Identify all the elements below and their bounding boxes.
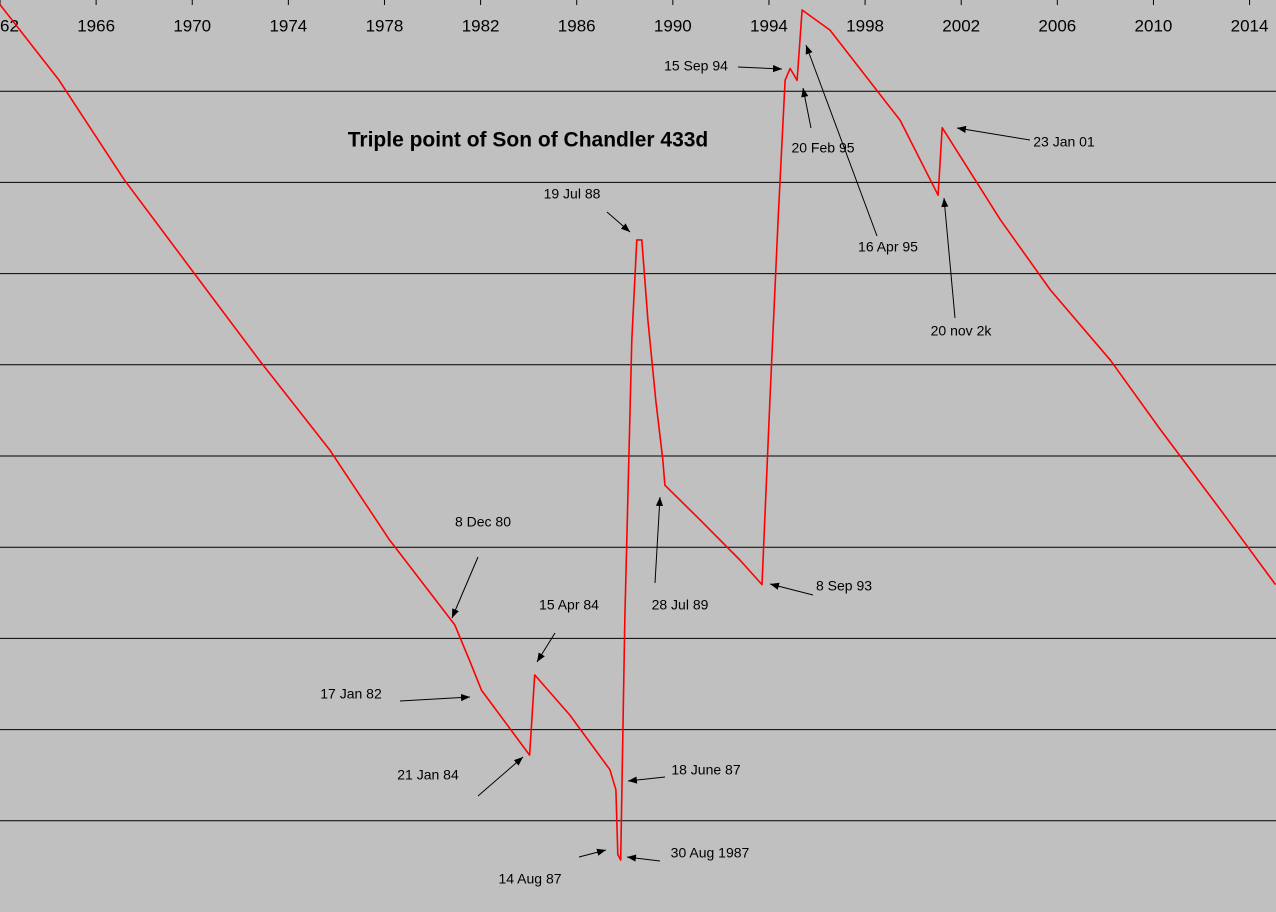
annotation: 8 Dec 80 bbox=[455, 514, 511, 530]
annotation-arrow bbox=[578, 848, 607, 858]
x-tick-label: 1994 bbox=[750, 16, 788, 35]
annotation: 16 Apr 95 bbox=[858, 239, 918, 255]
annotation: 14 Aug 87 bbox=[498, 871, 561, 887]
data-line bbox=[0, 4, 1276, 861]
x-tick-label: 1970 bbox=[173, 16, 211, 35]
chart-title: Triple point of Son of Chandler 433d bbox=[348, 129, 709, 152]
annotation-arrow bbox=[654, 496, 664, 584]
annotation: 15 Apr 84 bbox=[539, 597, 599, 613]
annotation-arrow bbox=[956, 125, 1031, 141]
x-tick-label: 1966 bbox=[77, 16, 115, 35]
annotation: 20 nov 2k bbox=[931, 323, 993, 339]
annotation: 20 Feb 95 bbox=[791, 140, 854, 156]
annotation: 18 June 87 bbox=[671, 762, 740, 778]
x-tick-label: 1998 bbox=[846, 16, 884, 35]
x-tick-label: 1978 bbox=[366, 16, 404, 35]
x-tick-label: 1990 bbox=[654, 16, 692, 35]
annotation-arrow bbox=[737, 64, 783, 73]
annotation-arrow bbox=[769, 582, 814, 596]
annotation: 19 Jul 88 bbox=[544, 186, 601, 202]
x-tick-label: 1974 bbox=[269, 16, 307, 35]
annotation-arrow bbox=[805, 44, 878, 237]
x-tick-label: 62 bbox=[0, 16, 19, 35]
annotation-arrow bbox=[451, 556, 479, 619]
annotation-arrow bbox=[941, 197, 956, 319]
annotation: 15 Sep 94 bbox=[664, 58, 728, 74]
x-tick-label: 2014 bbox=[1231, 16, 1269, 35]
x-tick-label: 2006 bbox=[1038, 16, 1076, 35]
annotation: 23 Jan 01 bbox=[1033, 134, 1095, 150]
annotation: 28 Jul 89 bbox=[652, 597, 709, 613]
x-tick-label: 1982 bbox=[462, 16, 500, 35]
annotation: 17 Jan 82 bbox=[320, 686, 382, 702]
annotation: 8 Sep 93 bbox=[816, 578, 872, 594]
x-tick-label: 2002 bbox=[942, 16, 980, 35]
annotation: 30 Aug 1987 bbox=[671, 845, 750, 861]
annotation-arrow bbox=[399, 693, 471, 702]
annotation-arrow bbox=[626, 854, 661, 862]
annotation-arrow bbox=[536, 632, 556, 663]
annotation: 21 Jan 84 bbox=[397, 767, 459, 783]
annotation-arrow bbox=[627, 776, 666, 784]
annotation-arrow bbox=[477, 756, 524, 797]
x-tick-label: 1986 bbox=[558, 16, 596, 35]
x-tick-label: 2010 bbox=[1135, 16, 1173, 35]
annotation-arrow bbox=[606, 211, 631, 233]
annotation-arrow bbox=[801, 87, 812, 129]
